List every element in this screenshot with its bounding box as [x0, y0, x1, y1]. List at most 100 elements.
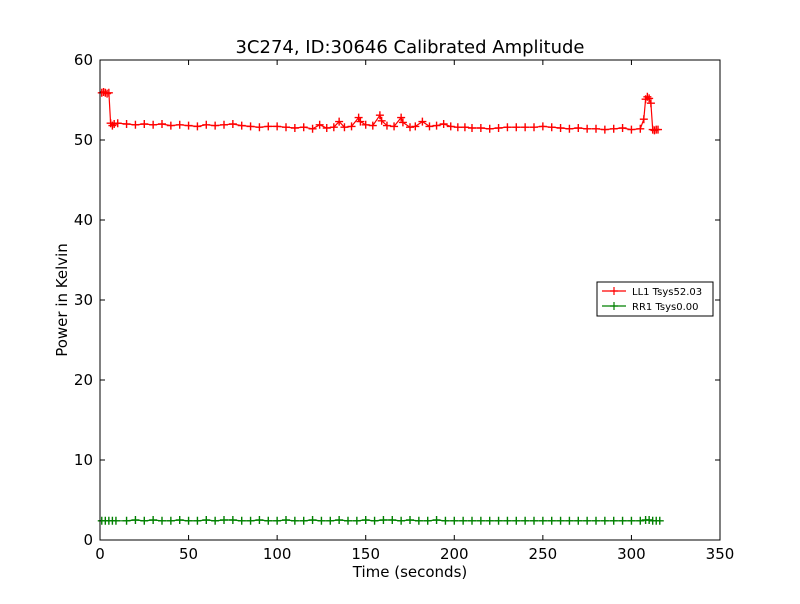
data-point-marker — [503, 123, 512, 132]
data-point-marker — [565, 516, 574, 525]
data-point-marker — [361, 120, 370, 129]
data-point-marker — [166, 121, 175, 130]
data-point-marker — [131, 120, 140, 129]
data-point-marker — [512, 516, 521, 525]
data-point-marker — [574, 516, 583, 525]
data-point-marker — [439, 120, 448, 128]
data-point-marker — [184, 516, 193, 525]
y-tick-label: 0 — [83, 531, 93, 549]
data-point-marker — [397, 516, 406, 525]
data-point-marker — [388, 516, 397, 524]
data-point-marker — [282, 123, 290, 132]
data-point-marker — [600, 516, 609, 525]
data-point-marker — [398, 118, 407, 127]
x-tick-label: 50 — [179, 545, 198, 563]
data-point-marker — [645, 516, 654, 524]
data-point-marker — [344, 516, 352, 525]
legend-item: RR1 Tsys0.00 — [602, 302, 699, 313]
data-point-marker — [494, 516, 503, 525]
data-point-marker — [264, 516, 273, 525]
x-tick-label: 0 — [95, 545, 105, 563]
data-point-marker — [103, 89, 112, 98]
data-point-marker — [273, 122, 282, 131]
data-point-marker — [530, 516, 538, 525]
data-point-marker — [370, 516, 379, 525]
data-point-marker — [654, 125, 662, 134]
data-point-marker — [220, 120, 228, 129]
data-point-marker — [406, 516, 414, 524]
data-point-marker — [99, 88, 108, 96]
data-point-marker — [246, 122, 255, 131]
data-point-marker — [485, 516, 494, 525]
data-point-marker — [643, 92, 652, 101]
y-tick-label: 60 — [74, 51, 93, 69]
data-point-marker — [158, 516, 166, 525]
data-point-marker — [356, 117, 365, 126]
y-tick-label: 10 — [74, 451, 93, 469]
legend-marker — [610, 287, 618, 295]
data-point-marker — [618, 124, 627, 132]
data-point-marker — [202, 516, 211, 524]
data-point-marker — [202, 120, 211, 129]
data-point-marker — [282, 516, 290, 524]
data-point-marker — [299, 123, 308, 132]
y-tick-label: 30 — [74, 291, 93, 309]
data-point-marker — [308, 516, 317, 524]
data-point-marker — [503, 516, 512, 525]
data-point-marker — [521, 516, 530, 525]
data-point-marker — [246, 516, 255, 525]
data-point-marker — [423, 516, 432, 525]
data-point-marker — [485, 124, 494, 133]
data-point-marker — [512, 123, 521, 132]
data-point-marker — [375, 111, 384, 120]
data-point-marker — [600, 125, 609, 134]
data-point-marker — [317, 516, 326, 525]
data-point-marker — [476, 124, 485, 132]
data-point-marker — [636, 516, 645, 525]
data-point-marker — [211, 516, 220, 525]
data-point-marker — [494, 124, 503, 132]
data-point-marker — [556, 124, 565, 132]
data-point-marker — [609, 124, 618, 133]
legend-label: LL1 Tsys52.03 — [632, 287, 702, 298]
data-point-marker — [104, 88, 113, 97]
plot-frame — [99, 59, 721, 541]
data-point-marker — [228, 120, 237, 128]
x-tick-label: 200 — [440, 545, 469, 563]
data-point-marker — [326, 516, 335, 525]
data-point-marker — [468, 516, 476, 525]
data-point-marker — [538, 122, 547, 131]
axis-ticks: 0 50 100 150 200 250 300 350 0 10 20 30 40 50 60 — [74, 51, 734, 563]
data-point-marker — [255, 516, 264, 524]
data-point-marker — [377, 116, 386, 125]
data-point-marker — [379, 516, 388, 524]
data-point-marker — [609, 516, 618, 525]
data-point-marker — [175, 516, 184, 524]
data-point-marker — [592, 516, 600, 525]
data-point-marker — [335, 516, 344, 524]
data-point-marker — [583, 516, 592, 525]
data-point-marker — [530, 123, 538, 132]
legend-item: LL1 Tsys52.03 — [602, 287, 702, 298]
data-point-marker — [414, 516, 423, 525]
data-point-marker — [340, 123, 349, 132]
data-point-marker — [237, 516, 246, 525]
data-point-marker — [382, 121, 391, 130]
y-tick-label: 40 — [74, 211, 93, 229]
data-point-marker — [122, 120, 131, 128]
data-point-marker — [432, 121, 441, 130]
data-point-marker — [211, 121, 220, 130]
data-point-marker — [468, 124, 476, 132]
data-point-marker — [556, 516, 565, 525]
data-point-marker — [397, 113, 406, 122]
data-point-marker — [122, 516, 131, 525]
data-point-marker — [149, 120, 158, 129]
data-point-marker — [237, 121, 246, 130]
data-point-marker — [110, 120, 119, 128]
x-tick-label: 350 — [706, 545, 735, 563]
legend: LL1 Tsys52.03 RR1 Tsys0.00 — [596, 281, 714, 317]
data-point-marker — [290, 516, 299, 525]
data-point-marker — [655, 516, 664, 525]
